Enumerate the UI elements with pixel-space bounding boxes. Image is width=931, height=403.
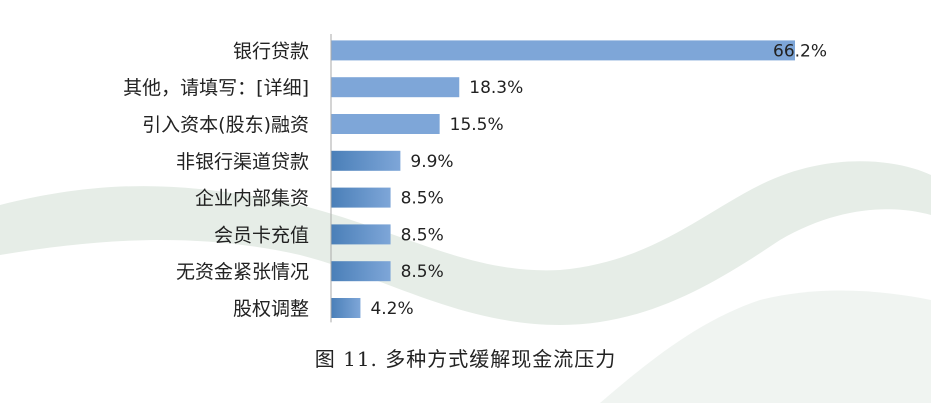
bar-1 bbox=[331, 40, 795, 61]
category-label: 银行贷款 bbox=[233, 40, 309, 62]
background-swoosh-shape bbox=[0, 161, 931, 325]
value-label: 8.5% bbox=[401, 262, 444, 282]
bar-4 bbox=[331, 150, 401, 171]
value-label: 4.2% bbox=[370, 299, 413, 319]
category-label: 无资金紧张情况 bbox=[176, 261, 309, 283]
bar-6 bbox=[331, 224, 391, 245]
labels-layer: 银行贷款 66.2% 其他，请填写：[详细] 18.3% 引入资本(股东)融资 15.5%… bbox=[123, 40, 827, 320]
value-label: 15.5% bbox=[450, 115, 504, 135]
category-label: 企业内部集资 bbox=[195, 188, 309, 210]
value-label: 18.3% bbox=[469, 78, 523, 98]
figure-caption: 图 11. 多种方式缓解现金流压力 bbox=[314, 347, 617, 371]
category-label: 引入资本(股东)融资 bbox=[142, 114, 309, 136]
value-label: 9.9% bbox=[410, 152, 453, 172]
bar-8 bbox=[331, 298, 361, 318]
bar-3 bbox=[331, 114, 440, 134]
bar-7 bbox=[331, 261, 391, 282]
bar-5 bbox=[331, 187, 391, 208]
category-label: 股权调整 bbox=[233, 298, 309, 320]
bars-layer bbox=[331, 40, 795, 318]
value-label: 66.2% bbox=[773, 41, 827, 61]
category-label: 非银行渠道贷款 bbox=[176, 151, 309, 173]
background-swoosh-shape bbox=[600, 290, 931, 403]
value-label: 8.5% bbox=[401, 225, 444, 245]
value-label: 8.5% bbox=[401, 189, 444, 209]
bar-2 bbox=[331, 77, 460, 98]
category-label: 会员卡充值 bbox=[214, 224, 309, 246]
category-label: 其他，请填写：[详细] bbox=[123, 77, 309, 99]
